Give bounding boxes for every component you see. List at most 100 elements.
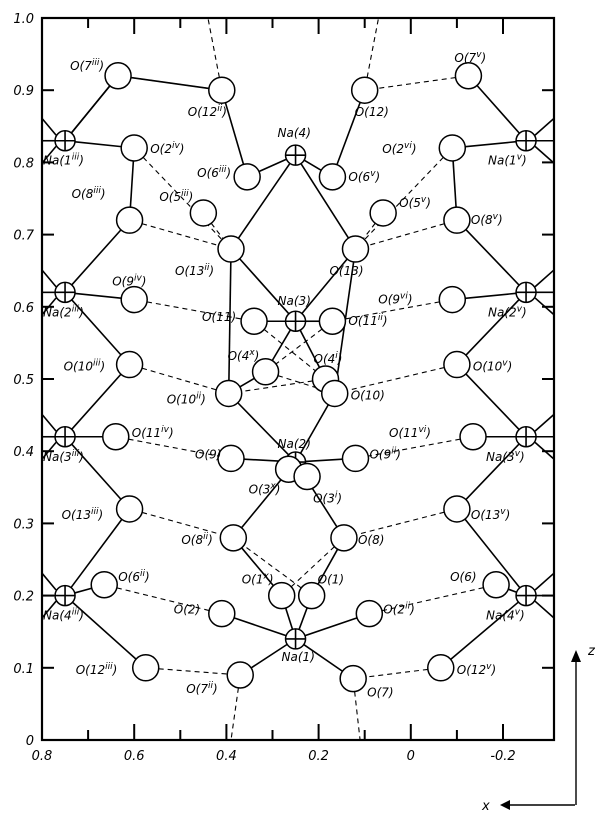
hydrogen-bond bbox=[146, 301, 242, 320]
oxygen-atom bbox=[219, 524, 248, 552]
coordination-bond bbox=[317, 548, 339, 585]
atom-label: O(8iii) bbox=[72, 186, 106, 201]
oxygen-atom bbox=[297, 581, 326, 610]
atom-label: O(10ii) bbox=[167, 391, 206, 406]
atom-label: O(3x) bbox=[249, 481, 281, 496]
oxygen-atom bbox=[226, 661, 254, 689]
hydrogen-bond bbox=[241, 380, 313, 393]
z-tick-label: 0.4 bbox=[13, 445, 34, 460]
hydrogen-bond bbox=[263, 328, 316, 372]
atom-label: O(10) bbox=[351, 388, 385, 402]
atom-label: O(7) bbox=[367, 686, 393, 700]
oxygen-atom bbox=[320, 379, 349, 408]
coordination-bond bbox=[284, 607, 294, 630]
hydrogen-bond-offpage bbox=[230, 687, 239, 741]
coordination-bond bbox=[465, 299, 520, 356]
hydrogen-bond bbox=[345, 301, 440, 320]
hydrogen-bond bbox=[367, 223, 445, 247]
coordination-bond bbox=[71, 299, 122, 356]
coordination-bond bbox=[250, 643, 288, 669]
atom-label: Na(3) bbox=[278, 294, 311, 308]
oxygen-atom bbox=[120, 134, 148, 162]
z-axis-label: z bbox=[587, 644, 596, 659]
oxygen-atom bbox=[459, 423, 487, 451]
atom-label: O(9ii) bbox=[369, 446, 400, 461]
atom-label: O(13v) bbox=[471, 507, 510, 522]
oxygen-atom bbox=[454, 62, 483, 90]
atom-label-layer: Na(1iii) Na(2iii) Na(3iii) Na(4iii) Na(1v) Na… bbox=[43, 50, 527, 700]
oxygen-atom bbox=[443, 206, 471, 234]
oxygen-atom bbox=[120, 285, 148, 314]
coordination-bond bbox=[465, 228, 520, 286]
oxygen-atom bbox=[208, 599, 236, 628]
edge-bond bbox=[534, 145, 555, 164]
hydrogen-bond bbox=[356, 511, 445, 536]
coordination-bond bbox=[452, 160, 457, 208]
atom-label: O(8v) bbox=[471, 212, 503, 227]
oxygen-atom bbox=[318, 307, 347, 335]
atom-label: Na(3v) bbox=[486, 449, 525, 464]
coordination-bond bbox=[465, 140, 517, 148]
edge-bond bbox=[41, 413, 57, 432]
atom-label: O(10v) bbox=[473, 359, 512, 374]
coordination-bond bbox=[303, 159, 322, 171]
z-axis-arrow bbox=[571, 650, 581, 805]
edge-bond bbox=[41, 600, 57, 619]
oxygen-atom bbox=[341, 235, 370, 263]
hydrogen-bond bbox=[141, 223, 219, 247]
atom-label: O(9) bbox=[195, 447, 221, 461]
oxygen-atom bbox=[330, 524, 358, 552]
oxygen-atom bbox=[438, 134, 467, 162]
atom-label: O(12iii) bbox=[76, 662, 118, 677]
z-tick-label: 0.9 bbox=[13, 84, 34, 99]
z-tick-label: 0.1 bbox=[13, 662, 34, 677]
atom-label: Na(4) bbox=[278, 126, 311, 140]
hydrogen-bond bbox=[116, 587, 210, 612]
atom-label: Na(4v) bbox=[486, 608, 525, 623]
atom-label: Na(2v) bbox=[488, 304, 527, 319]
coordination-bond bbox=[237, 402, 290, 456]
edge-bond bbox=[534, 413, 555, 432]
edge-bond bbox=[41, 572, 57, 591]
x-tick-label: 0.8 bbox=[32, 749, 53, 764]
z-tick-label: 0.3 bbox=[13, 517, 34, 532]
atom-label: Na(2iii) bbox=[43, 304, 84, 319]
coordination-bond bbox=[508, 588, 517, 593]
coordination-bond bbox=[228, 262, 232, 381]
atom-label: O(9vi) bbox=[378, 292, 412, 307]
hydrogen-bond bbox=[362, 222, 376, 240]
edge-bond bbox=[534, 600, 555, 619]
atom-label: Na(1v) bbox=[488, 153, 527, 168]
z-tick-label: 0.8 bbox=[13, 156, 34, 171]
hydrogen-bond bbox=[142, 156, 223, 241]
oxygen-atom bbox=[369, 199, 397, 227]
oxygen-atom bbox=[115, 350, 144, 379]
oxygen-atom bbox=[104, 62, 132, 90]
atom-label: O(12) bbox=[355, 105, 389, 119]
hydrogen-bond bbox=[128, 438, 219, 457]
x-axis-label: x bbox=[481, 799, 490, 814]
coordination-bond bbox=[305, 458, 343, 463]
oxygen-atom bbox=[350, 76, 379, 104]
atom-label: O(8ii) bbox=[181, 532, 212, 547]
coordination-bond bbox=[74, 140, 122, 148]
oxygen-atom bbox=[339, 664, 367, 693]
atom-label: O(13iii) bbox=[62, 507, 104, 522]
oxygen-atom bbox=[355, 599, 384, 628]
atom-label: Na(2) bbox=[278, 437, 311, 451]
coordination-bond bbox=[71, 229, 122, 286]
oxygen-atom bbox=[293, 462, 321, 491]
atom-label: O(6) bbox=[450, 570, 476, 584]
oxygen-atom bbox=[341, 444, 370, 473]
coordination-bond bbox=[299, 329, 321, 368]
atom-label: Na(4iii) bbox=[43, 608, 84, 623]
coordination-bond bbox=[130, 76, 210, 90]
coordination-bond bbox=[70, 85, 111, 134]
atom-label: O(10iii) bbox=[64, 359, 106, 374]
atom-label: Na(1iii) bbox=[43, 153, 84, 168]
hydrogen-bond bbox=[210, 222, 224, 240]
z-tick-label: 1.0 bbox=[13, 12, 34, 27]
coordination-bond bbox=[271, 329, 292, 362]
x-tick-label: 0.2 bbox=[308, 749, 329, 764]
oxygen-atom bbox=[115, 206, 144, 234]
